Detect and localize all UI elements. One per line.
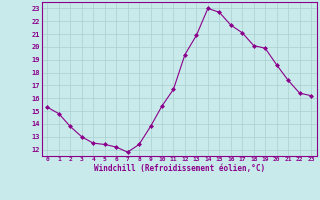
X-axis label: Windchill (Refroidissement éolien,°C): Windchill (Refroidissement éolien,°C) [94, 164, 265, 173]
